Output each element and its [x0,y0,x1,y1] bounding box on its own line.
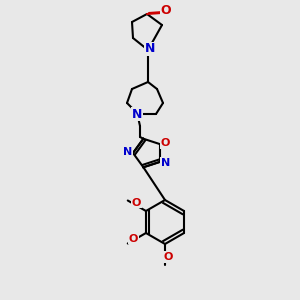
Text: O: O [129,233,138,244]
Text: O: O [132,197,141,208]
Text: O: O [161,4,171,17]
Text: N: N [160,158,170,168]
Text: N: N [145,43,155,56]
Text: N: N [123,147,133,157]
Text: N: N [132,107,142,121]
Text: O: O [163,252,173,262]
Text: O: O [160,138,170,148]
